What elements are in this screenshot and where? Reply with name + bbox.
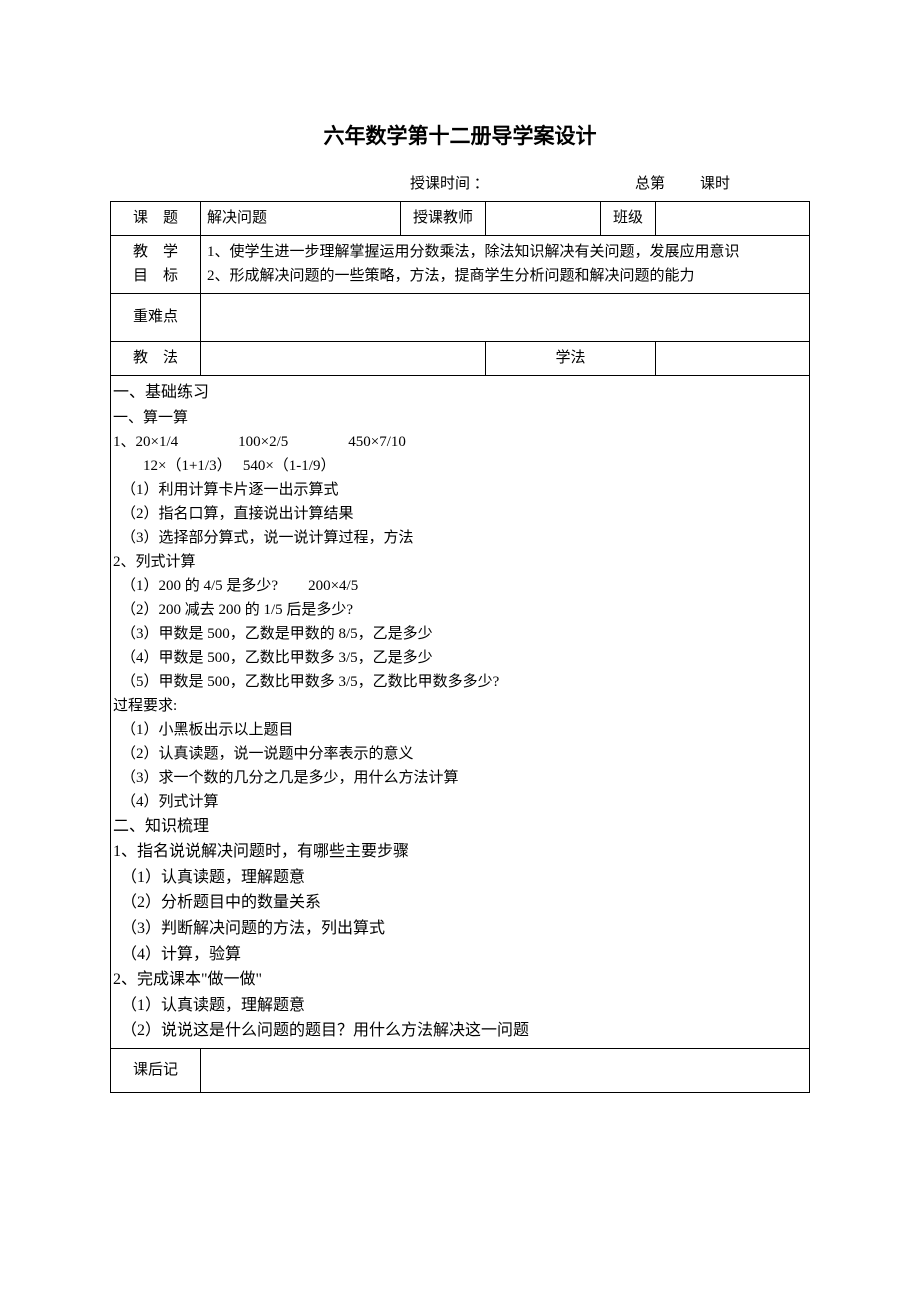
teacher-value	[486, 202, 601, 236]
objective-label: 教 学 目 标	[111, 236, 201, 294]
do-2: （2）说说这是什么问题的题目？用什么方法解决这一问题	[113, 1018, 807, 1044]
section-1-title: 一、基础练习	[113, 380, 807, 406]
list-title: 2、列式计算	[113, 550, 807, 574]
step-4: （4）计算，验算	[113, 942, 807, 968]
step-2: （2）分析题目中的数量关系	[113, 890, 807, 916]
postscript-value	[201, 1048, 810, 1092]
proc-4: （4）列式计算	[113, 790, 807, 814]
list-item-2: （2）200 减去 200 的 1/5 后是多少?	[113, 598, 807, 622]
list-item-5: （5）甲数是 500，乙数比甲数多 3/5，乙数比甲数多多少?	[113, 670, 807, 694]
calc-line-2: 12×（1+1/3） 540×（1-1/9）	[113, 454, 807, 478]
subtitle-row: 授课时间 ： 总第 课时	[410, 172, 810, 193]
teach-method-value	[201, 341, 486, 375]
learn-method-value	[656, 341, 810, 375]
difficulty-label: 重难点	[111, 293, 201, 341]
class-value	[656, 202, 810, 236]
calc-note-1: （1）利用计算卡片逐一出示算式	[113, 478, 807, 502]
calc-note-3: （3）选择部分算式，说一说计算过程，方法	[113, 526, 807, 550]
list-item-1: （1）200 的 4/5 是多少? 200×4/5	[113, 574, 807, 598]
topic-label: 课 题	[111, 202, 201, 236]
calc-note-2: （2）指名口算，直接说出计算结果	[113, 502, 807, 526]
proc-title: 过程要求:	[113, 694, 807, 718]
objective-value: 1、使学生进一步理解掌握运用分数乘法，除法知识解决有关问题，发展应用意识 2、形…	[201, 236, 810, 294]
total-label: 总第	[635, 176, 665, 192]
section-2-title: 二、知识梳理	[113, 814, 807, 840]
document-title: 六年数学第十二册导学案设计	[110, 120, 810, 150]
period-label: 课时	[700, 176, 730, 192]
teacher-label: 授课教师	[401, 202, 486, 236]
proc-2: （2）认真读题，说一说题中分率表示的意义	[113, 742, 807, 766]
do-1: （1）认真读题，理解题意	[113, 993, 807, 1019]
objective-label-1: 教 学	[117, 241, 194, 264]
sub-1-title: 一、算一算	[113, 406, 807, 430]
teach-method-label: 教 法	[111, 341, 201, 375]
main-content: 一、基础练习 一、算一算 1、20×1/4 100×2/5 450×7/10 1…	[111, 376, 810, 1049]
class-label: 班级	[601, 202, 656, 236]
list-item-3: （3）甲数是 500，乙数是甲数的 8/5，乙是多少	[113, 622, 807, 646]
postscript-label: 课后记	[111, 1048, 201, 1092]
step-1: （1）认真读题，理解题意	[113, 865, 807, 891]
topic-value: 解决问题	[201, 202, 401, 236]
step-3: （3）判断解决问题的方法，列出算式	[113, 916, 807, 942]
steps-title: 1、指名说说解决问题时，有哪些主要步骤	[113, 839, 807, 865]
time-label: 授课时间 ：	[410, 176, 489, 192]
calc-line-1: 1、20×1/4 100×2/5 450×7/10	[113, 430, 807, 454]
lesson-plan-table: 课 题 解决问题 授课教师 班级 教 学 目 标 1、使学生进一步理解掌握运用分…	[110, 201, 810, 1093]
difficulty-value	[201, 293, 810, 341]
list-item-4: （4）甲数是 500，乙数比甲数多 3/5，乙是多少	[113, 646, 807, 670]
proc-1: （1）小黑板出示以上题目	[113, 718, 807, 742]
objective-line-2: 2、形成解决问题的一些策略，方法，提商学生分析问题和解决问题的能力	[207, 265, 803, 288]
objective-line-1: 1、使学生进一步理解掌握运用分数乘法，除法知识解决有关问题，发展应用意识	[207, 241, 803, 264]
learn-method-label: 学法	[486, 341, 656, 375]
proc-3: （3）求一个数的几分之几是多少，用什么方法计算	[113, 766, 807, 790]
objective-label-2: 目 标	[117, 265, 194, 288]
do-title: 2、完成课本"做一做"	[113, 967, 807, 993]
